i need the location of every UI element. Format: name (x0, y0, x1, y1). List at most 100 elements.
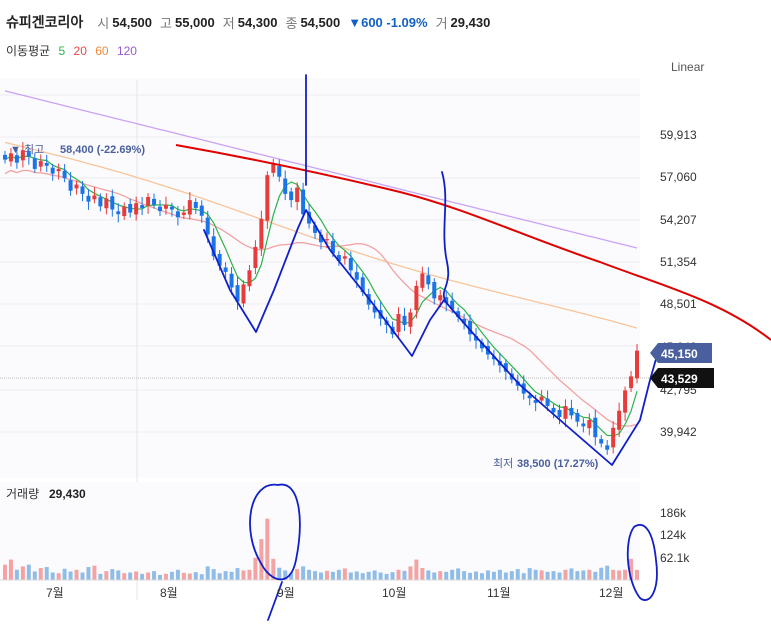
candle (456, 311, 461, 318)
max-price-annotation: ▼ 최고 (10, 143, 44, 156)
volume-bar (623, 569, 628, 580)
volume-background (0, 482, 640, 580)
candle (8, 153, 13, 162)
ma60-label: 60 (95, 44, 109, 58)
candle (26, 152, 31, 157)
volume-bar (551, 571, 556, 580)
volume-bar (211, 569, 216, 580)
candle (611, 427, 616, 448)
candle (438, 295, 443, 301)
volume-bar (122, 573, 127, 580)
volume-bar (32, 571, 37, 580)
candle (623, 390, 628, 413)
candle (605, 445, 610, 450)
volume-bar (479, 573, 484, 580)
candle (593, 417, 598, 438)
volume-bar (599, 567, 604, 580)
volume-bar (324, 570, 329, 580)
candle (587, 420, 592, 429)
min-price-value: 38,500 (17.27%) (517, 458, 599, 470)
candle (307, 211, 312, 224)
volume-bar (378, 572, 383, 580)
volume-bar (271, 558, 276, 580)
candle (44, 162, 49, 166)
candle (635, 350, 640, 379)
candle (354, 272, 359, 280)
volume-tick-label: 186k (660, 506, 687, 520)
moving-average-legend[interactable]: 이동평균 5 20 60 120 (6, 42, 142, 59)
volume-bar (50, 572, 55, 580)
candle (14, 155, 19, 163)
candle (211, 236, 216, 257)
scale-mode-toggle[interactable]: Linear (671, 60, 705, 74)
volume-bar (253, 557, 258, 580)
candle (50, 167, 55, 174)
volume-bar (521, 573, 526, 580)
candle (420, 273, 425, 288)
candle (193, 201, 198, 208)
candle (450, 300, 455, 310)
volume-bar (456, 568, 461, 580)
candle (545, 398, 550, 407)
volume-bar (110, 569, 115, 580)
volume-value: 29,430 (450, 14, 491, 30)
candle (396, 314, 401, 332)
candle (122, 206, 127, 217)
candle (629, 376, 634, 389)
blue-vertical-mark (441, 171, 450, 301)
volume-bar (575, 571, 580, 580)
open-price: 54,500 (112, 14, 153, 30)
volume-bar (450, 569, 455, 580)
volume-bar (104, 571, 109, 580)
low-label: 저 (222, 15, 235, 31)
volume-bar (539, 570, 544, 580)
candle (575, 413, 580, 422)
crosshair-price-value: 43,529 (661, 372, 698, 386)
candle (110, 196, 115, 210)
candle (289, 191, 294, 201)
volume-bar (396, 569, 401, 580)
volume-bar (635, 569, 640, 580)
volume-bar (569, 568, 574, 580)
volume-bar (193, 572, 198, 580)
volume-bar (360, 573, 365, 580)
candle (581, 423, 586, 427)
volume-bar (283, 570, 288, 580)
y-tick-label: 51,354 (660, 255, 697, 269)
low-price: 54,300 (237, 14, 278, 30)
volume-bar (593, 571, 598, 580)
candle (426, 275, 431, 285)
candle (68, 180, 73, 191)
y-tick-label: 57,060 (660, 170, 697, 184)
volume-bar (605, 565, 610, 580)
volume-bar (128, 572, 133, 580)
volume-bar (8, 559, 13, 580)
min-price-annotation: 최저 (493, 457, 513, 470)
volume-bar (68, 571, 73, 580)
volume-bar (229, 571, 234, 580)
candle (617, 410, 622, 430)
candle (140, 205, 145, 208)
volume-bar (342, 568, 347, 580)
volume-bar (205, 566, 210, 580)
candle (158, 206, 163, 212)
volume-bar (116, 570, 121, 580)
ma5-label: 5 (58, 44, 66, 58)
volume-bar (14, 569, 19, 580)
candle (235, 285, 240, 302)
candle (444, 297, 449, 304)
volume-bar (152, 571, 157, 580)
blue-circle-annotation (626, 524, 658, 601)
volume-panel: 거래량 29,430 186k 124k 62.1k (0, 482, 690, 581)
grid-lines (0, 78, 660, 600)
volume-bar (56, 573, 61, 580)
volume-bar (301, 566, 306, 580)
volume-bar (497, 569, 502, 580)
candle (259, 218, 264, 249)
volume-bar (277, 567, 282, 580)
volume-bar (241, 570, 246, 580)
volume-bar (557, 572, 562, 580)
volume-bar (92, 565, 97, 580)
candle (175, 211, 180, 218)
